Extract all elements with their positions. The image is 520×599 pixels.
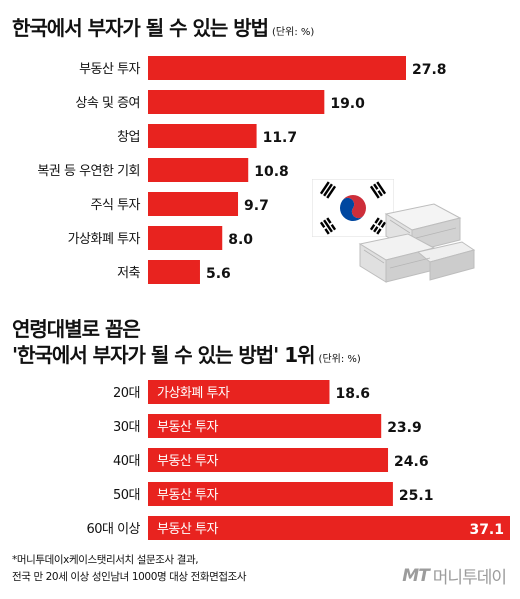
- chart1-title-text: 한국에서 부자가 될 수 있는 방법: [12, 16, 269, 40]
- chart2-value-label: 24.6: [394, 454, 429, 470]
- chart2-bar-label: 부동산 투자: [157, 522, 218, 537]
- money-stack-icon: [356, 200, 476, 294]
- footnote: *머니투데이x케이스탯리서치 설문조사 결과, 전국 만 20세 이상 성인남녀…: [12, 552, 247, 586]
- chart1-bar: [148, 56, 406, 80]
- chart1-bar: [148, 158, 249, 182]
- chart1-value-label: 8.0: [228, 232, 253, 248]
- chart2-bar-label: 부동산 투자: [157, 420, 218, 435]
- chart1-value-label: 19.0: [330, 96, 365, 112]
- chart2-bar: [148, 414, 382, 438]
- chart2-value-label: 37.1: [469, 522, 504, 538]
- chart2-title-text: '한국에서 부자가 될 수 있는 방법' 1위: [12, 343, 316, 367]
- logo-mark: MT: [402, 565, 429, 586]
- chart1-category-label: 주식 투자: [91, 198, 141, 213]
- chart1-value-label: 5.6: [206, 266, 231, 282]
- footnote-line1: *머니투데이x케이스탯리서치 설문조사 결과,: [12, 554, 199, 566]
- chart1-value-label: 10.8: [254, 164, 289, 180]
- chart1-value-label: 27.8: [412, 62, 447, 78]
- chart1-value-label: 9.7: [244, 198, 269, 214]
- chart2-bar-label: 부동산 투자: [157, 454, 218, 469]
- chart2-category-label: 50대: [113, 488, 140, 503]
- chart2-category-label: 60대 이상: [86, 522, 140, 537]
- chart1-category-label: 가상화폐 투자: [68, 232, 141, 247]
- chart1-bar: [148, 226, 223, 250]
- chart2-title-line2: '한국에서 부자가 될 수 있는 방법' 1위 (단위: %): [12, 339, 361, 368]
- chart1-bar: [148, 90, 325, 114]
- chart2-category-label: 20대: [113, 386, 140, 401]
- chart1-bars: 부동산 투자 27.8 상속 및 증여 19.0 창업 11.7 복권 등 우연한 기회 10…: [37, 56, 447, 284]
- chart2-bar: [148, 482, 393, 506]
- chart2-bar-label: 부동산 투자: [157, 488, 218, 503]
- logo-name: 머니투데이: [432, 568, 507, 588]
- footnote-line2: 전국 만 20세 이상 성인남녀 1000명 대상 전화면접조사: [12, 571, 247, 583]
- chart2-title-line1: 연령대별로 꼽은: [12, 317, 141, 341]
- chart2-value-label: 18.6: [335, 386, 370, 402]
- chart1-value-label: 11.7: [263, 130, 298, 146]
- chart1-category-label: 저축: [117, 266, 140, 281]
- publisher-logo: MT 머니투데이: [402, 563, 507, 589]
- chart2-value-label: 25.1: [399, 488, 434, 504]
- chart2-category-label: 40대: [113, 454, 140, 469]
- chart1-bar: [148, 192, 239, 216]
- chart2-unit: (단위: %): [318, 354, 361, 365]
- chart1-category-label: 복권 등 우연한 기회: [37, 164, 140, 179]
- korea-flag-icon: [311, 178, 395, 241]
- chart1-bar: [148, 124, 257, 148]
- chart1-category-label: 창업: [117, 130, 140, 145]
- chart2-bar: [148, 380, 330, 404]
- chart2-bar: [148, 516, 510, 540]
- chart2-bar: [148, 448, 389, 472]
- chart1-bar: [148, 260, 200, 284]
- chart2-category-label: 30대: [113, 420, 140, 435]
- chart1-unit: (단위: %): [272, 27, 315, 38]
- chart2-bar-label: 가상화폐 투자: [157, 386, 230, 401]
- chart1-category-label: 상속 및 증여: [75, 96, 140, 111]
- chart1-category-label: 부동산 투자: [79, 62, 140, 77]
- chart2-value-label: 23.9: [387, 420, 422, 436]
- chart1-title: 한국에서 부자가 될 수 있는 방법 (단위: %): [12, 12, 314, 41]
